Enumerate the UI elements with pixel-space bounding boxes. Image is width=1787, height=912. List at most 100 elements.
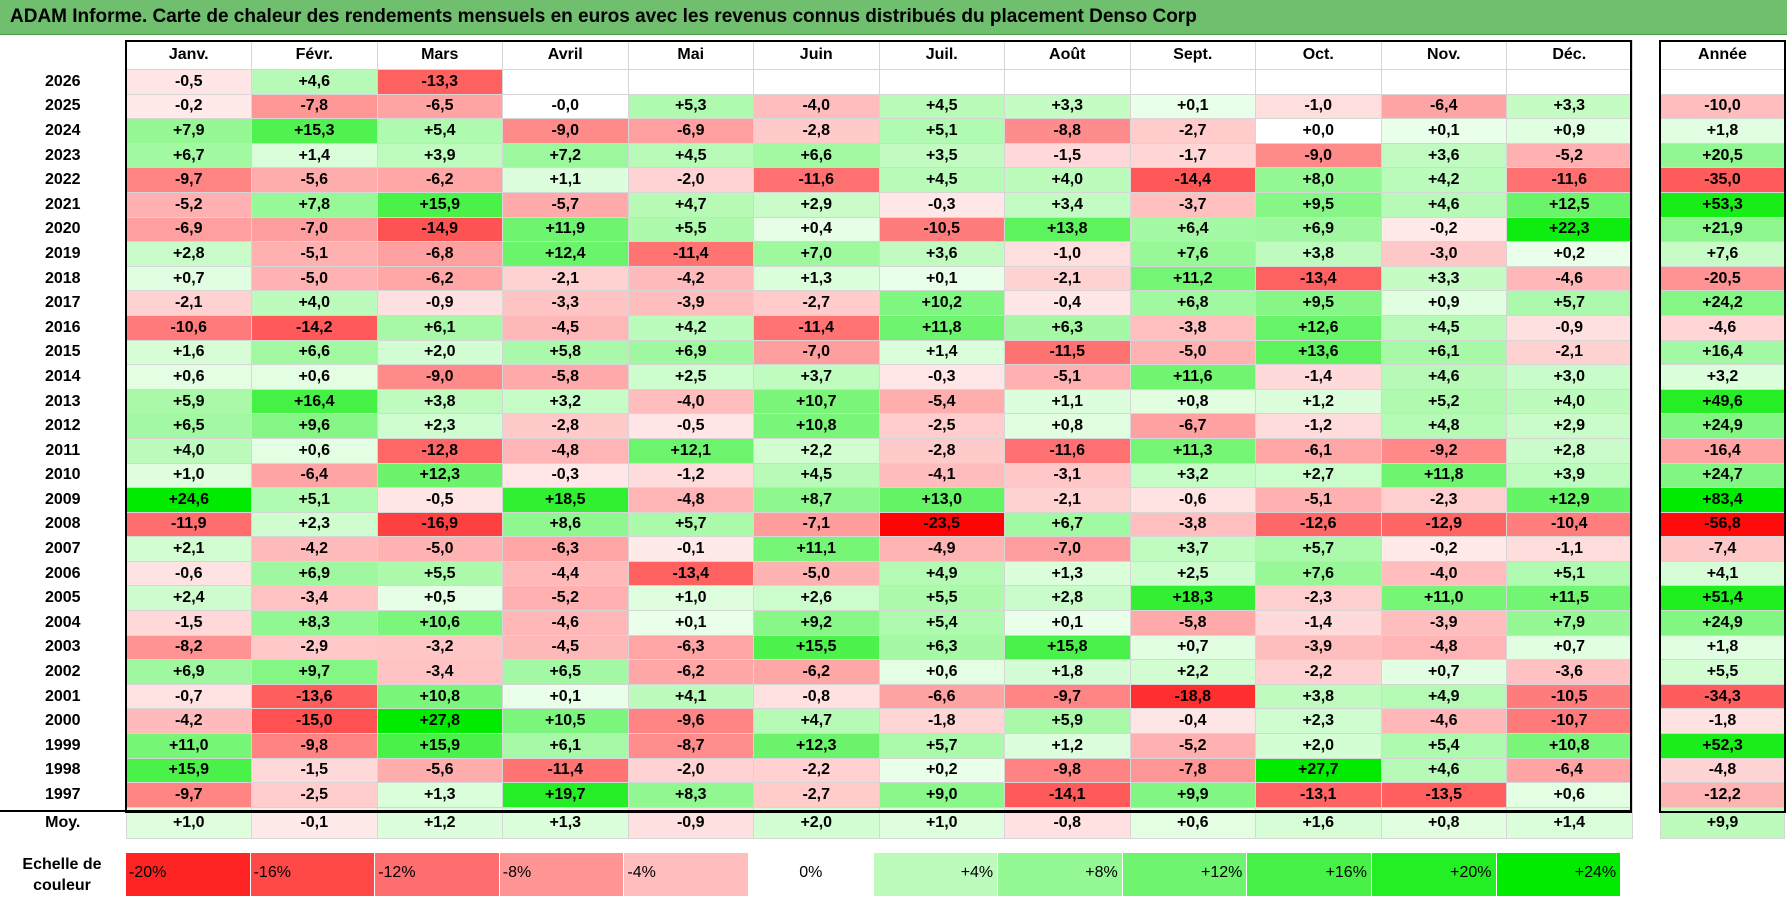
year-row: 2015 +1,6 +6,6 +2,0 +5,8 +6,9 -7,0 +1,4 -11,5 -5,… — [0, 339, 1633, 366]
average-annual-cell: +9,9 — [1660, 806, 1785, 839]
heat-cell: +12,4 — [502, 241, 629, 267]
heat-cell: +6,6 — [753, 142, 880, 169]
heat-cell: -7,8 — [251, 93, 378, 120]
annual-row: +49,6 — [1660, 388, 1785, 415]
heat-cell: +3,8 — [1255, 241, 1382, 267]
heat-cell: -5,8 — [1129, 610, 1256, 636]
heat-cell: +4,6 — [251, 69, 378, 95]
heat-cell: +2,9 — [753, 191, 880, 218]
year-label: 2008 — [44, 515, 81, 533]
heat-cell: +4,2 — [627, 314, 754, 341]
heat-cell: +3,4 — [1004, 191, 1131, 218]
heat-cell: +11,9 — [502, 216, 629, 243]
heat-cell: +2,2 — [1129, 659, 1256, 685]
year-label: 2023 — [44, 146, 81, 164]
heat-cell: +1,1 — [502, 167, 629, 193]
heat-cell: +0,5 — [376, 585, 503, 612]
heat-cell: -10,6 — [125, 314, 252, 341]
color-scale-stop-label: -4% — [627, 864, 656, 881]
heat-cell: -4,4 — [502, 560, 629, 587]
year-label: 2011 — [45, 441, 81, 459]
heat-cell: -2,5 — [878, 413, 1005, 439]
color-scale-swatch: 0% — [748, 853, 874, 896]
heat-cell: +6,4 — [1129, 216, 1256, 243]
average-cell: -0,1 — [251, 806, 378, 839]
heat-cell: +4,5 — [627, 142, 754, 169]
heat-cell: +6,9 — [251, 560, 378, 587]
heat-cell: -18,8 — [1129, 683, 1256, 710]
color-scale-stop-label: -16% — [253, 864, 291, 881]
heat-cell: +2,3 — [376, 413, 503, 439]
heat-cell: -0,5 — [376, 487, 503, 513]
color-scale-swatch: -16% — [250, 853, 376, 896]
heat-cell: +5,4 — [1380, 733, 1507, 759]
heat-cell: +4,8 — [1380, 413, 1507, 439]
heat-cell: +22,3 — [1506, 216, 1633, 243]
heat-cell: -1,7 — [1129, 142, 1256, 169]
heat-cell: -10,4 — [1506, 511, 1633, 538]
annual-cell: -56,8 — [1660, 511, 1785, 538]
annual-cell: +4,1 — [1660, 560, 1785, 587]
heat-cell: +1,6 — [125, 339, 252, 366]
heat-cell: -6,6 — [878, 683, 1005, 710]
heat-cell: -1,5 — [125, 610, 252, 636]
annual-header: Année — [1660, 40, 1785, 70]
heat-cell: +0,4 — [753, 216, 880, 243]
heat-cell: +7,8 — [251, 191, 378, 218]
heat-cell: +0,6 — [878, 659, 1005, 685]
year-row: 2002 +6,9 +9,7 -3,4 +6,5 -6,2 -6,2 +0,6 +1,8 +2,2… — [0, 659, 1633, 685]
heat-cell: +0,6 — [125, 364, 252, 390]
heat-cell: +0,8 — [1129, 388, 1256, 415]
heat-cell: -7,8 — [1129, 757, 1256, 784]
heat-cell: +9,2 — [753, 610, 880, 636]
color-scale-swatch: -20% — [126, 853, 251, 896]
heat-cell: -13,5 — [1380, 782, 1507, 808]
heat-cell: +1,0 — [125, 462, 252, 489]
heat-cell: +0,7 — [125, 265, 252, 292]
month-label: Juin — [753, 40, 880, 70]
heat-cell: +6,7 — [125, 142, 252, 169]
annual-cell: +3,2 — [1660, 364, 1785, 390]
heat-cell: +2,7 — [1255, 462, 1382, 489]
heat-cell: +6,1 — [376, 314, 503, 341]
heat-cell: -6,7 — [1129, 413, 1256, 439]
heat-cell: +3,9 — [376, 142, 503, 169]
heat-cell: +6,5 — [502, 659, 629, 685]
heat-cell: +2,8 — [125, 241, 252, 267]
heat-cell: -0,4 — [1129, 708, 1256, 735]
annual-header-row: Année — [1660, 40, 1785, 70]
heat-cell: -11,4 — [627, 241, 754, 267]
year-label: 2026 — [44, 72, 81, 90]
annual-row: -56,8 — [1660, 511, 1785, 538]
year-row: 2020 -6,9 -7,0 -14,9 +11,9 +5,5 +0,4 -10,5 +13,8… — [0, 216, 1633, 243]
heat-cell: +8,7 — [753, 487, 880, 513]
year-label: 2025 — [44, 97, 81, 115]
annual-cell — [1660, 69, 1785, 95]
annual-row: -20,5 — [1660, 265, 1785, 292]
heat-cell: +2,4 — [125, 585, 252, 612]
color-scale-label-line1: Echelle de — [22, 856, 102, 873]
heat-cell: +5,5 — [376, 560, 503, 587]
heat-cell: -4,8 — [627, 487, 754, 513]
month-label: Févr. — [251, 40, 378, 70]
year-row: 2009 +24,6 +5,1 -0,5 +18,5 -4,8 +8,7 +13,0 -2,1-… — [0, 487, 1633, 513]
annual-cell: +24,9 — [1660, 610, 1785, 636]
heat-cell: +1,4 — [878, 339, 1005, 366]
year-row: 2008 -11,9 +2,3 -16,9 +8,6 +5,7 -7,1 -23,5 +6,7-… — [0, 511, 1633, 538]
heat-cell: +5,1 — [251, 487, 378, 513]
year-label: 2002 — [44, 663, 81, 681]
heat-cell: +5,9 — [125, 388, 252, 415]
title-bar: ADAM Informe. Carte de chaleur des rende… — [0, 0, 1787, 35]
year-label: 2014 — [44, 367, 81, 385]
annual-row: +51,4 — [1660, 585, 1785, 612]
heat-cell: -2,1 — [125, 290, 252, 316]
average-cell: +1,6 — [1255, 806, 1382, 839]
heat-cell: -0,6 — [1129, 487, 1256, 513]
heat-cell: -2,0 — [627, 757, 754, 784]
year-row: 2013 +5,9 +16,4 +3,8 +3,2 -4,0 +10,7 -5,4 +1,1 +0… — [0, 388, 1633, 415]
heat-cell — [1129, 69, 1256, 95]
heat-cell: +4,6 — [1380, 364, 1507, 390]
heat-cell: -10,7 — [1506, 708, 1633, 735]
heat-cell: +4,0 — [125, 437, 252, 464]
year-label: 2007 — [44, 540, 81, 558]
